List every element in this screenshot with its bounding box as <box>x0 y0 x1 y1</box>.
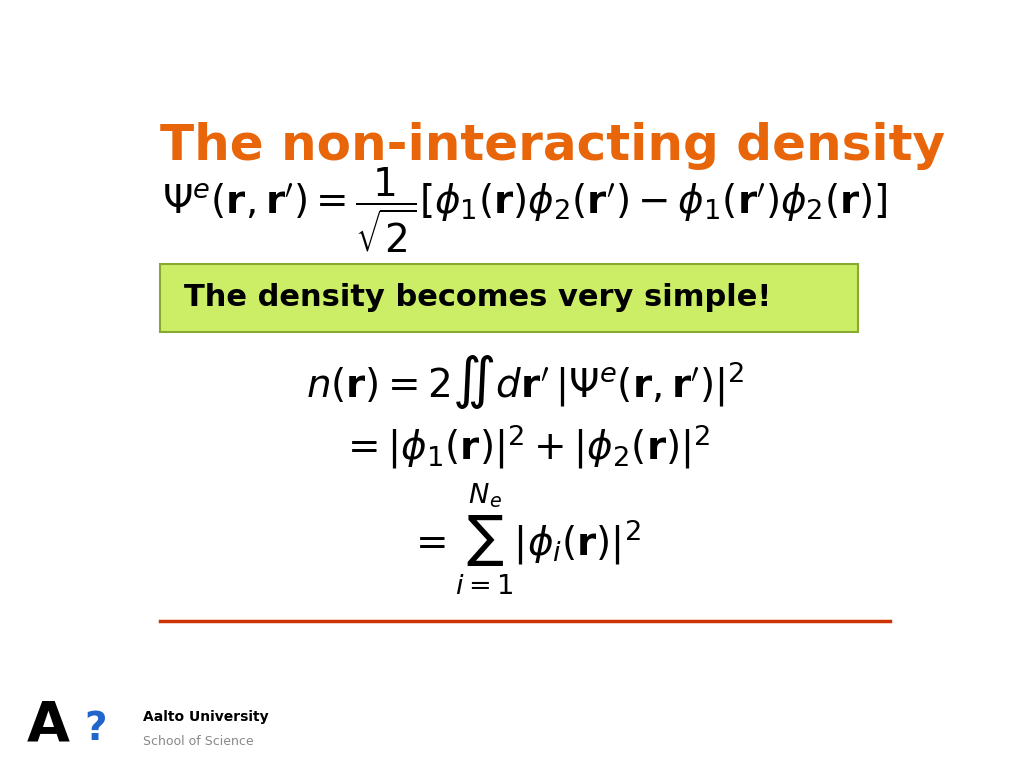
FancyBboxPatch shape <box>160 263 858 332</box>
Text: A: A <box>27 699 70 753</box>
Text: School of Science: School of Science <box>143 735 254 747</box>
Text: $= \sum_{i=1}^{N_e} |\phi_i(\mathbf{r})|^2$: $= \sum_{i=1}^{N_e} |\phi_i(\mathbf{r})|… <box>409 481 641 597</box>
Text: $n(\mathbf{r}) = 2\iint d\mathbf{r}'\,|\Psi^e(\mathbf{r},\mathbf{r}')|^2$: $n(\mathbf{r}) = 2\iint d\mathbf{r}'\,|\… <box>305 353 744 411</box>
Text: The non-interacting density: The non-interacting density <box>160 121 945 170</box>
Text: The density becomes very simple!: The density becomes very simple! <box>183 283 771 312</box>
Text: ?: ? <box>84 710 106 748</box>
Text: Aalto University: Aalto University <box>143 710 269 723</box>
Text: $\Psi^e(\mathbf{r},\mathbf{r}') = \dfrac{1}{\sqrt{2}}[\phi_1(\mathbf{r})\phi_2(\: $\Psi^e(\mathbf{r},\mathbf{r}') = \dfrac… <box>162 166 888 255</box>
Text: $= |\phi_1(\mathbf{r})|^2 + |\phi_2(\mathbf{r})|^2$: $= |\phi_1(\mathbf{r})|^2 + |\phi_2(\mat… <box>340 422 710 472</box>
